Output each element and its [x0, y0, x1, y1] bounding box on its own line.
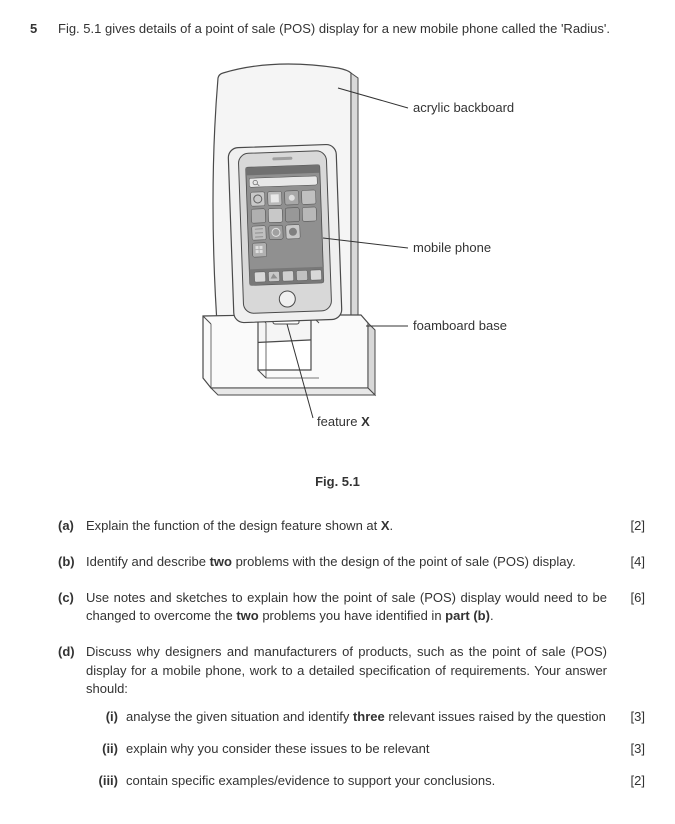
label-feature-x: feature X	[317, 414, 370, 429]
part-d-i-marks: [3]	[615, 708, 645, 726]
pos-display-diagram: acrylic backboard mobile phone foamboard…	[123, 48, 553, 448]
label-backboard: acrylic backboard	[413, 100, 514, 115]
part-d-ii-label: (ii)	[86, 740, 126, 758]
part-b-label: (b)	[58, 553, 86, 571]
part-c-label: (c)	[58, 589, 86, 607]
part-c-marks: [6]	[615, 589, 645, 607]
part-d-ii-marks: [3]	[615, 740, 645, 758]
part-d-ii-text: explain why you consider these issues to…	[126, 740, 607, 758]
part-d-i-label: (i)	[86, 708, 126, 726]
part-c: (c) Use notes and sketches to explain ho…	[58, 589, 645, 625]
part-b-text: Identify and describe two problems with …	[86, 553, 607, 571]
part-b: (b) Identify and describe two problems w…	[58, 553, 645, 571]
part-d-iii-text: contain specific examples/evidence to su…	[126, 772, 607, 790]
part-d-iii-label: (iii)	[86, 772, 126, 790]
part-d-iii: (iii) contain specific examples/evidence…	[86, 772, 645, 790]
part-a-label: (a)	[58, 517, 86, 535]
question-intro: Fig. 5.1 gives details of a point of sal…	[58, 20, 645, 38]
question-header: 5 Fig. 5.1 gives details of a point of s…	[30, 20, 645, 38]
part-a-text: Explain the function of the design featu…	[86, 517, 607, 535]
figure-5-1: acrylic backboard mobile phone foamboard…	[30, 48, 645, 453]
question-number: 5	[30, 20, 58, 38]
part-d-i-text: analyse the given situation and identify…	[126, 708, 607, 726]
part-d-i: (i) analyse the given situation and iden…	[86, 708, 645, 726]
part-d-ii: (ii) explain why you consider these issu…	[86, 740, 645, 758]
label-phone: mobile phone	[413, 240, 491, 255]
label-base: foamboard base	[413, 318, 507, 333]
part-d: (d) Discuss why designers and manufactur…	[58, 643, 645, 698]
part-d-intro: Discuss why designers and manufacturers …	[86, 643, 607, 698]
part-c-text: Use notes and sketches to explain how th…	[86, 589, 607, 625]
figure-caption: Fig. 5.1	[30, 473, 645, 491]
part-a-marks: [2]	[615, 517, 645, 535]
part-d-iii-marks: [2]	[615, 772, 645, 790]
part-b-marks: [4]	[615, 553, 645, 571]
part-a: (a) Explain the function of the design f…	[58, 517, 645, 535]
part-d-label: (d)	[58, 643, 86, 698]
